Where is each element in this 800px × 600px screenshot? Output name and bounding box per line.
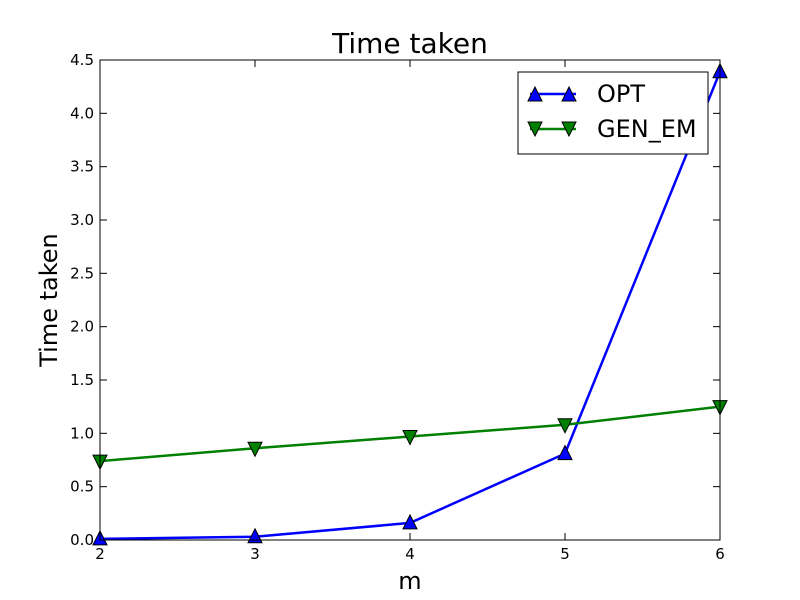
legend-gen-em-marker-right	[561, 121, 577, 138]
series-gen-em	[92, 400, 728, 471]
y-tick-label: 0.5	[70, 478, 94, 496]
chart-title: Time taken	[331, 27, 488, 60]
x-tick-label: 4	[405, 545, 415, 563]
data-point-gen-em	[557, 418, 573, 434]
y-tick-label: 2.0	[70, 318, 94, 336]
legend-box	[517, 71, 709, 155]
y-tick-label: 2.5	[70, 264, 94, 282]
data-point-gen-em	[247, 441, 263, 458]
x-tick-label: 2	[95, 545, 105, 563]
legend-label-gen-em: GEN_EM	[597, 115, 697, 143]
y-tick-label: 3.0	[70, 211, 94, 229]
x-tick-label: 5	[560, 545, 570, 563]
legend: OPT GEN_EM	[517, 71, 709, 155]
data-point-opt	[557, 444, 573, 461]
legend-label-opt: OPT	[597, 80, 645, 108]
y-tick-label: 4.5	[70, 51, 94, 69]
y-axis-label: Time taken	[35, 233, 63, 368]
y-tick-label: 3.5	[70, 158, 94, 176]
axis-ticks: 2 3 4 5 6 0.0 0.5 1.0 1.5 2.0 2.5 3.0 3.5 4.0 4.5	[70, 51, 725, 563]
legend-opt-marker-left	[527, 85, 543, 102]
x-axis-label: m	[398, 567, 421, 595]
y-tick-label: 1.5	[70, 371, 94, 389]
y-tick-label: 4.0	[70, 104, 94, 122]
data-point-gen-em	[402, 430, 418, 446]
series-layer	[92, 62, 728, 546]
x-tick-label: 3	[250, 545, 260, 563]
legend-gen-em-marker-left	[527, 121, 543, 138]
plot-frame	[99, 59, 721, 541]
x-tick-label: 6	[715, 545, 725, 563]
data-point-opt	[402, 513, 418, 530]
y-tick-label: 1.0	[70, 424, 94, 442]
data-point-opt	[247, 527, 263, 544]
legend-opt-marker-right	[561, 85, 577, 102]
y-tick-label: 0.0	[70, 531, 94, 549]
